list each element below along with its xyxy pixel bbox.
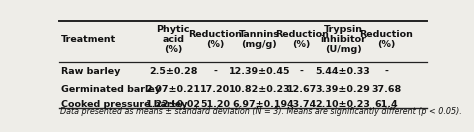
Text: -: - [384,67,388,76]
Text: 3.39±0.29: 3.39±0.29 [316,84,371,93]
Text: Reduction
(%): Reduction (%) [275,30,328,49]
Text: -: - [213,67,217,76]
Text: 51.20: 51.20 [201,100,230,109]
Text: 5.44±0.33: 5.44±0.33 [316,67,370,76]
Text: 10.82±0.23: 10.82±0.23 [228,84,290,93]
Text: Treatment: Treatment [61,35,116,44]
Text: Tannins
(mg/g): Tannins (mg/g) [239,30,280,49]
Text: 2.07±0.21: 2.07±0.21 [146,84,201,93]
Text: Trypsin
inhibitor
(U/mg): Trypsin inhibitor (U/mg) [320,25,366,54]
Text: 17.20: 17.20 [201,84,230,93]
Text: Cooked pressure barley: Cooked pressure barley [61,100,188,109]
Text: 61.4: 61.4 [374,100,398,109]
Text: Reduction
(%): Reduction (%) [189,30,242,49]
Text: Raw barley: Raw barley [61,67,120,76]
Text: 12.67: 12.67 [287,84,317,93]
Text: 2.5±0.28: 2.5±0.28 [149,67,197,76]
Text: -: - [300,67,304,76]
Text: 12.39±0.45: 12.39±0.45 [229,67,290,76]
Text: Phytic
acid
(%): Phytic acid (%) [156,25,190,54]
Text: 37.68: 37.68 [371,84,401,93]
Text: Data presented as means ± standard deviation (N = 3). Means are significantly di: Data presented as means ± standard devia… [60,107,462,116]
Text: 2.10±0.23: 2.10±0.23 [316,100,371,109]
Text: Reduction
(%): Reduction (%) [359,30,413,49]
Text: 6.97±0.19: 6.97±0.19 [232,100,287,109]
Text: 1.22±0.02: 1.22±0.02 [146,100,201,109]
Text: Germinated barley: Germinated barley [61,84,161,93]
Text: 43.74: 43.74 [287,100,317,109]
